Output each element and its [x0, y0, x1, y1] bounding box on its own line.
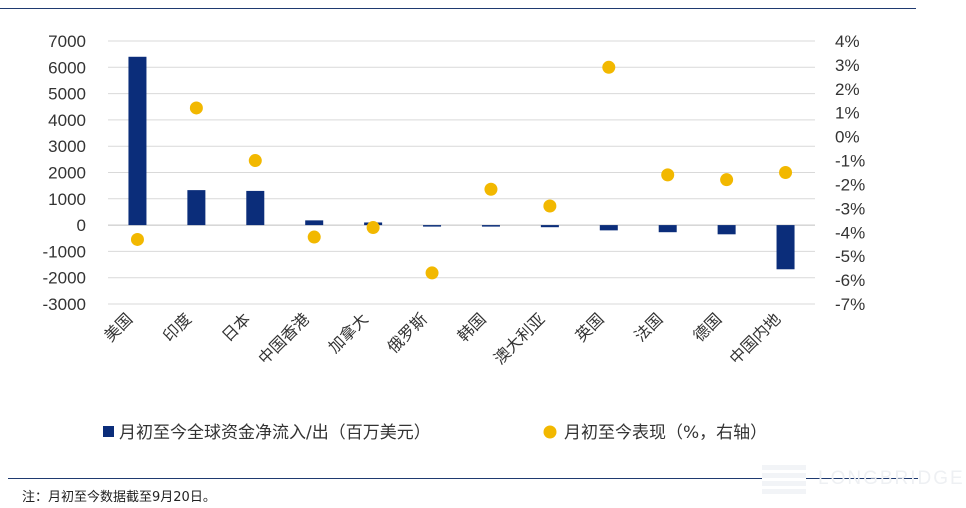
left-tick-label: -2000: [43, 269, 86, 288]
watermark-logo: LONGBRIDGE: [762, 462, 963, 498]
category-label: 印度: [159, 309, 195, 345]
right-tick-label: -7%: [835, 295, 865, 314]
left-tick-label: 7000: [48, 32, 86, 51]
left-tick-label: -1000: [43, 242, 86, 261]
right-tick-label: -1%: [835, 152, 865, 171]
right-tick-label: -2%: [835, 175, 865, 194]
right-tick-label: 3%: [835, 56, 860, 75]
category-label: 美国: [100, 309, 136, 345]
category-label: 英国: [572, 309, 608, 345]
bottom-rule: [8, 478, 918, 479]
right-tick-label: 0%: [835, 128, 860, 147]
category-labels: 美国 印度 日本 中国香港 加拿大 俄罗斯 韩国 澳大利亚 英国 法国 德国 中国内地: [100, 309, 784, 368]
left-tick-label: 4000: [48, 111, 86, 130]
bar-日本: [246, 190, 265, 226]
category-label: 澳大利亚: [490, 309, 549, 368]
legend: 月初至今全球资金净流入/出（百万美元） 月初至今表现（%，右轴）: [103, 423, 767, 443]
right-tick-label: -4%: [835, 223, 865, 242]
right-tick-label: 1%: [835, 104, 860, 123]
category-label: 德国: [689, 309, 725, 345]
dot-印度: [189, 101, 203, 115]
dot-series: [130, 60, 793, 280]
category-label: 中国香港: [254, 309, 313, 368]
bar-韩国: [481, 225, 500, 227]
left-axis-ticks: 7000 6000 5000 4000 3000 2000 1000 0 -1000 -2000 -…: [43, 32, 86, 314]
right-tick-label: 4%: [835, 32, 860, 51]
bar-英国: [599, 225, 618, 231]
bar-俄罗斯: [423, 225, 442, 227]
top-rule: [0, 8, 916, 9]
dot-加拿大: [366, 220, 380, 234]
bar-印度: [187, 190, 206, 226]
dot-韩国: [484, 182, 498, 196]
fund-flow-chart: 7000 6000 5000 4000 3000 2000 1000 0 -1000 -2000 -…: [43, 32, 866, 443]
gridlines: [108, 40, 815, 305]
category-label: 中国内地: [726, 309, 785, 368]
left-tick-label: -3000: [43, 295, 86, 314]
legend-dot-label: 月初至今表现（%，右轴）: [564, 423, 767, 443]
right-tick-label: -3%: [835, 199, 865, 218]
watermark-text: LONGBRIDGE: [818, 468, 965, 489]
left-tick-label: 5000: [48, 85, 86, 104]
bar-中国香港: [305, 220, 324, 226]
category-label: 俄罗斯: [383, 309, 430, 356]
dot-中国香港: [307, 230, 321, 244]
dot-美国: [130, 232, 144, 246]
category-label: 加拿大: [325, 309, 372, 356]
watermark-icon: [762, 464, 806, 494]
footnote: 注：月初至今数据截至9月20日。: [22, 490, 216, 505]
left-tick-label: 3000: [48, 137, 86, 156]
category-label: 日本: [218, 309, 254, 345]
dot-日本: [248, 154, 262, 168]
bar-法国: [658, 225, 677, 233]
left-tick-label: 6000: [48, 58, 86, 77]
left-tick-label: 1000: [48, 190, 86, 209]
bar-美国: [128, 56, 147, 226]
bar-德国: [717, 225, 736, 235]
left-tick-label: 0: [77, 216, 86, 235]
right-axis-ticks: 4% 3% 2% 1% 0% -1% -2% -3% -4% -5% -6% -7%: [835, 32, 865, 314]
right-tick-label: 2%: [835, 80, 860, 99]
left-tick-label: 2000: [48, 164, 86, 183]
dot-法国: [661, 168, 675, 182]
right-tick-label: -6%: [835, 271, 865, 290]
dot-中国内地: [779, 166, 793, 179]
legend-dot-swatch: [543, 425, 557, 439]
legend-bar-swatch: [103, 426, 114, 437]
dot-英国: [602, 60, 616, 74]
dot-澳大利亚: [543, 199, 557, 213]
bar-series: [128, 56, 795, 270]
category-label: 法国: [630, 309, 666, 345]
bar-中国内地: [776, 225, 795, 270]
right-tick-label: -5%: [835, 247, 865, 266]
dot-德国: [720, 173, 734, 187]
category-label: 韩国: [454, 309, 490, 345]
dot-俄罗斯: [425, 266, 439, 280]
legend-bar-label: 月初至今全球资金净流入/出（百万美元）: [119, 423, 431, 443]
bar-澳大利亚: [540, 225, 559, 228]
